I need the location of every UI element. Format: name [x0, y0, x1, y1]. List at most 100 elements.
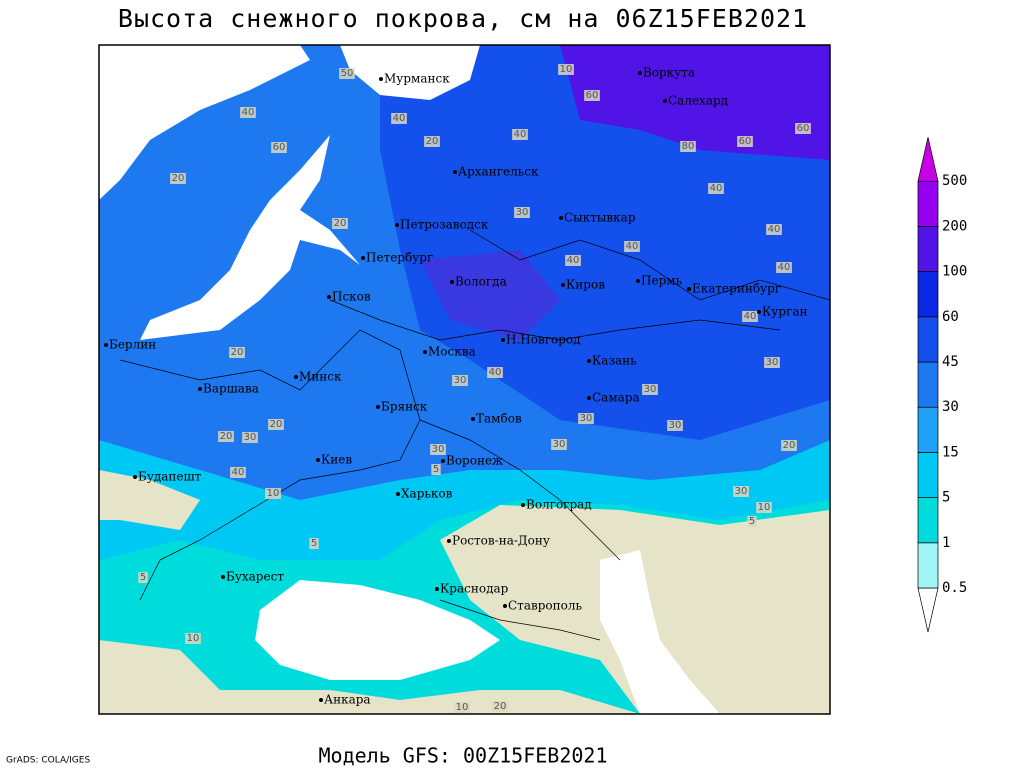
city-label: Салехард	[668, 94, 728, 108]
city-label: Пермь	[641, 274, 683, 288]
contour-label-box	[747, 516, 757, 527]
contour-label: 10	[187, 633, 200, 644]
contour-label-box	[271, 142, 287, 153]
city-dot	[221, 575, 225, 579]
contour-label-box	[430, 444, 446, 455]
contour-label-box	[170, 173, 186, 184]
colorbar-box	[917, 452, 939, 498]
city-dot	[376, 405, 380, 409]
contour-label-box	[391, 113, 407, 124]
city-label: Анкара	[324, 693, 371, 707]
contour-label-box	[742, 311, 758, 322]
contour-label: 10	[456, 702, 469, 713]
border-line	[469, 229, 830, 301]
city-dot	[316, 458, 320, 462]
city-label: Вологда	[455, 275, 507, 289]
city-label: Казань	[592, 354, 637, 368]
contour-label: 5	[749, 516, 755, 527]
city-dot	[395, 223, 399, 227]
city-dot	[133, 475, 137, 479]
snow-deep-patch	[420, 250, 560, 340]
colorbar-label: 60	[942, 309, 959, 325]
contour-label-box	[708, 183, 724, 194]
contour-label: 40	[778, 262, 791, 273]
contour-label: 40	[393, 113, 406, 124]
city-dot	[471, 417, 475, 421]
contour-label: 30	[244, 432, 257, 443]
city-dot	[638, 71, 642, 75]
contour-label-box	[240, 107, 256, 118]
city-dot	[361, 256, 365, 260]
city-dot	[396, 492, 400, 496]
colorbar-bottom	[917, 587, 939, 633]
contour-label: 20	[783, 440, 796, 451]
city-dot	[663, 99, 667, 103]
contour-labels: 50 40 20 40 10 60 80 60 60 40 60 20 20 3…	[138, 64, 811, 713]
colorbar-box	[917, 226, 939, 272]
city-label: Петербург	[366, 251, 433, 265]
city-label: Архангельск	[458, 165, 539, 179]
contour-label: 40	[744, 311, 757, 322]
border-line	[419, 419, 621, 561]
contour-label-box	[185, 633, 201, 644]
city-dot	[757, 310, 761, 314]
city-label: Курган	[762, 305, 807, 319]
city-dot	[636, 279, 640, 283]
colorbar-label: 45	[942, 354, 959, 370]
contour-label: 50	[341, 68, 354, 79]
city-label: Киров	[566, 278, 605, 292]
contour-label-box	[492, 701, 508, 712]
contour-label-box	[680, 141, 696, 152]
contour-label: 40	[242, 107, 255, 118]
city-label: Петрозаводск	[400, 218, 489, 232]
contour-label-box	[766, 224, 782, 235]
colorbar-top	[917, 137, 939, 182]
city-label: Воронеж	[446, 454, 503, 468]
colorbar-label: 30	[942, 399, 959, 415]
sea-black	[255, 580, 500, 680]
contour-label: 5	[140, 572, 146, 583]
colorbar-box	[917, 542, 939, 589]
contour-label: 30	[454, 375, 467, 386]
city-label: Мурманск	[384, 72, 450, 86]
title: Высота снежного покрова, см на 06Z15FEB2…	[118, 4, 808, 33]
sea-arctic	[99, 45, 310, 200]
colorbar-label: 0.5	[942, 580, 967, 596]
contour-label-box	[218, 431, 234, 442]
border-line	[439, 599, 601, 641]
contour-label: 20	[426, 136, 439, 147]
contour-label-box	[265, 488, 281, 499]
city-label: Ставрополь	[508, 599, 582, 613]
contour-label: 30	[644, 384, 657, 395]
contour-label-box	[229, 347, 245, 358]
city-label: Варшава	[203, 382, 259, 396]
cities: Мурманск Воркута Салехард Архангельск Пе…	[104, 66, 807, 707]
contour-label-box	[584, 90, 600, 101]
colorbar-label: 1	[942, 535, 950, 551]
contour-label-box	[512, 129, 528, 140]
contour-label-box	[452, 375, 468, 386]
contour-label-box	[242, 432, 258, 443]
contour-label: 60	[273, 142, 286, 153]
contour-label-box	[424, 136, 440, 147]
contour-label-box	[309, 538, 319, 549]
contour-label-box	[565, 255, 581, 266]
contour-label: 10	[267, 488, 280, 499]
sea-barents	[340, 45, 480, 100]
contour-label: 30	[766, 357, 779, 368]
city-dot	[104, 343, 108, 347]
city-label: Самара	[592, 391, 640, 405]
city-dot	[294, 375, 298, 379]
city-label: Воркута	[643, 66, 695, 80]
contour-label-box	[776, 262, 792, 273]
city-label: Берлин	[109, 338, 156, 352]
contour-label-box	[642, 384, 658, 395]
city-dot	[198, 387, 202, 391]
colorbar-box	[917, 316, 939, 363]
map	[99, 45, 830, 714]
contour-label-box	[733, 486, 749, 497]
colorbar-box	[917, 361, 939, 408]
contour-label-box	[756, 502, 772, 513]
